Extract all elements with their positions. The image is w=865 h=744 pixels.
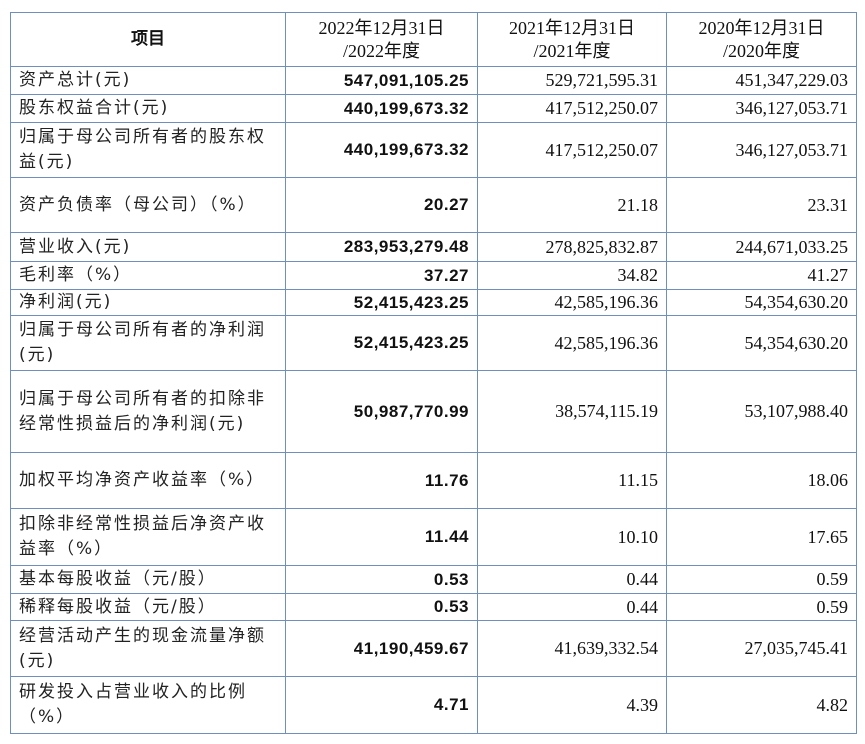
value-2020: 17.65 (666, 508, 857, 566)
table-row: 资产负债率（母公司）（%） 20.27 21.18 23.31 (10, 177, 857, 233)
table-row: 稀释每股收益（元/股） 0.53 0.44 0.59 (10, 593, 857, 621)
row-label: 资产负债率（母公司）（%） (10, 177, 286, 233)
value-2022: 440,199,673.32 (285, 94, 478, 123)
row-label: 毛利率（%） (10, 261, 286, 290)
value-2022: 11.44 (285, 508, 478, 566)
table-row: 归属于母公司所有者的扣除非经常性损益后的净利润(元) 50,987,770.99 3… (10, 370, 857, 453)
value-2022: 37.27 (285, 261, 478, 290)
header-2020: 2020年12月31日/2020年度 (666, 12, 857, 67)
value-2021: 278,825,832.87 (477, 232, 667, 262)
value-2020: 27,035,745.41 (666, 620, 857, 677)
value-2020: 41.27 (666, 261, 857, 290)
value-2020: 4.82 (666, 676, 857, 734)
value-2021: 34.82 (477, 261, 667, 290)
value-2020: 346,127,053.71 (666, 94, 857, 123)
value-2021: 4.39 (477, 676, 667, 734)
value-2020: 23.31 (666, 177, 857, 233)
value-2020: 346,127,053.71 (666, 122, 857, 178)
table-row: 资产总计(元) 547,091,105.25 529,721,595.31 451,3… (10, 66, 857, 95)
row-label: 股东权益合计(元) (10, 94, 286, 123)
value-2020: 54,354,630.20 (666, 289, 857, 316)
value-2021: 42,585,196.36 (477, 289, 667, 316)
value-2021: 21.18 (477, 177, 667, 233)
row-label: 净利润(元) (10, 289, 286, 316)
row-label: 基本每股收益（元/股） (10, 565, 286, 594)
value-2020: 18.06 (666, 452, 857, 509)
table-row: 营业收入(元) 283,953,279.48 278,825,832.87 244,6… (10, 232, 857, 262)
table-row: 净利润(元) 52,415,423.25 42,585,196.36 54,354,6… (10, 289, 857, 316)
row-label: 研发投入占营业收入的比例（%） (10, 676, 286, 734)
table-row: 扣除非经常性损益后净资产收益率（%） 11.44 10.10 17.65 (10, 508, 857, 566)
value-2022: 50,987,770.99 (285, 370, 478, 453)
value-2021: 0.44 (477, 593, 667, 621)
row-label: 归属于母公司所有者的净利润(元) (10, 315, 286, 371)
value-2020: 244,671,033.25 (666, 232, 857, 262)
value-2022: 283,953,279.48 (285, 232, 478, 262)
value-2022: 547,091,105.25 (285, 66, 478, 95)
value-2022: 52,415,423.25 (285, 289, 478, 316)
value-2021: 11.15 (477, 452, 667, 509)
table-row: 研发投入占营业收入的比例（%） 4.71 4.39 4.82 (10, 676, 857, 734)
value-2021: 42,585,196.36 (477, 315, 667, 371)
row-label: 扣除非经常性损益后净资产收益率（%） (10, 508, 286, 566)
header-item: 项目 (10, 12, 286, 67)
row-label: 归属于母公司所有者的扣除非经常性损益后的净利润(元) (10, 370, 286, 453)
row-label: 稀释每股收益（元/股） (10, 593, 286, 621)
value-2020: 0.59 (666, 593, 857, 621)
value-2022: 11.76 (285, 452, 478, 509)
header-2022: 2022年12月31日/2022年度 (285, 12, 478, 67)
value-2022: 0.53 (285, 593, 478, 621)
value-2021: 41,639,332.54 (477, 620, 667, 677)
value-2021: 417,512,250.07 (477, 94, 667, 123)
table-row: 归属于母公司所有者的股东权益(元) 440,199,673.32 417,512,2… (10, 122, 857, 178)
value-2020: 54,354,630.20 (666, 315, 857, 371)
row-label: 营业收入(元) (10, 232, 286, 262)
header-row: 项目 2022年12月31日/2022年度 2021年12月31日/2021年度… (10, 12, 857, 67)
value-2021: 10.10 (477, 508, 667, 566)
value-2021: 38,574,115.19 (477, 370, 667, 453)
value-2022: 20.27 (285, 177, 478, 233)
row-label: 归属于母公司所有者的股东权益(元) (10, 122, 286, 178)
financial-summary-table: 项目 2022年12月31日/2022年度 2021年12月31日/2021年度… (10, 12, 857, 734)
value-2020: 451,347,229.03 (666, 66, 857, 95)
table-row: 基本每股收益（元/股） 0.53 0.44 0.59 (10, 565, 857, 594)
table-row: 股东权益合计(元) 440,199,673.32 417,512,250.07 346… (10, 94, 857, 123)
row-label: 资产总计(元) (10, 66, 286, 95)
row-label: 加权平均净资产收益率（%） (10, 452, 286, 509)
value-2022: 0.53 (285, 565, 478, 594)
value-2022: 440,199,673.32 (285, 122, 478, 178)
value-2021: 529,721,595.31 (477, 66, 667, 95)
row-label: 经营活动产生的现金流量净额(元) (10, 620, 286, 677)
table-row: 归属于母公司所有者的净利润(元) 52,415,423.25 42,585,196.… (10, 315, 857, 371)
table-row: 经营活动产生的现金流量净额(元) 41,190,459.67 41,639,332.… (10, 620, 857, 677)
table-row: 毛利率（%） 37.27 34.82 41.27 (10, 261, 857, 290)
value-2021: 0.44 (477, 565, 667, 594)
header-2021: 2021年12月31日/2021年度 (477, 12, 667, 67)
value-2022: 41,190,459.67 (285, 620, 478, 677)
value-2020: 53,107,988.40 (666, 370, 857, 453)
value-2020: 0.59 (666, 565, 857, 594)
table-row: 加权平均净资产收益率（%） 11.76 11.15 18.06 (10, 452, 857, 509)
value-2021: 417,512,250.07 (477, 122, 667, 178)
value-2022: 52,415,423.25 (285, 315, 478, 371)
value-2022: 4.71 (285, 676, 478, 734)
